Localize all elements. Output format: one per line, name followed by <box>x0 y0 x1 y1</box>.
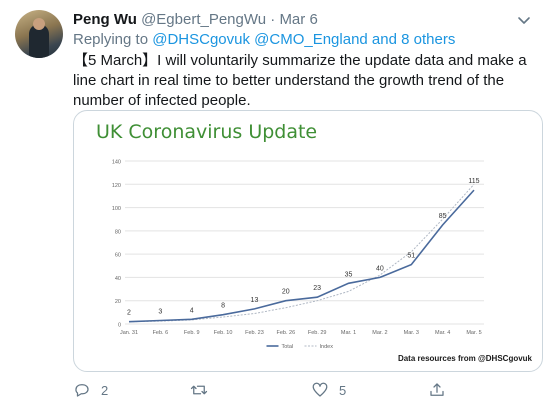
data-credit: Data resources from @DHSCgovuk <box>397 354 532 363</box>
reply-context: Replying to @DHSCgovuk @CMO_England and … <box>73 30 455 50</box>
retweet-icon <box>190 385 208 395</box>
y-tick-label: 0 <box>118 323 121 329</box>
data-label: 51 <box>407 253 415 260</box>
x-tick-label: Feb. 29 <box>308 330 327 336</box>
like-count: 5 <box>339 382 347 398</box>
y-tick-label: 40 <box>115 276 121 282</box>
retweet-button[interactable] <box>190 378 218 402</box>
chart-card[interactable]: UK Coronavirus Update 0 20 40 60 80 100 120 140… <box>73 110 543 372</box>
tweet-actions: 2 5 <box>73 378 543 402</box>
data-label: 8 <box>221 303 225 310</box>
data-label: 3 <box>158 309 162 316</box>
data-label: 115 <box>468 178 479 185</box>
chart-title: UK Coronavirus Update <box>96 121 318 143</box>
x-tick-label: Feb. 26 <box>276 330 295 336</box>
reply-count: 2 <box>101 382 109 398</box>
reply-handles-link[interactable]: @DHSCgovuk @CMO_England and 8 others <box>152 31 456 48</box>
reply-button[interactable]: 2 <box>73 378 108 402</box>
tweet-header: Peng Wu @Egbert_PengWu · Mar 6 <box>73 10 318 30</box>
y-tick-label: 140 <box>112 160 121 166</box>
legend-label-index: Index <box>320 344 334 350</box>
avatar-head <box>33 18 45 30</box>
x-tick-label: Feb. 23 <box>245 330 264 336</box>
x-tick-label: Feb. 9 <box>184 330 200 336</box>
heart-icon <box>312 382 328 397</box>
share-button[interactable] <box>428 378 446 402</box>
x-tick-label: Mar. 5 <box>466 330 481 336</box>
chevron-down-icon[interactable] <box>516 12 532 28</box>
data-label: 4 <box>190 307 194 314</box>
y-tick-label: 20 <box>115 299 121 305</box>
x-tick-label: Feb. 10 <box>214 330 233 336</box>
data-label: 35 <box>345 271 353 278</box>
display-name[interactable]: Peng Wu <box>73 11 137 28</box>
data-label: 85 <box>439 213 447 220</box>
user-handle[interactable]: @Egbert_PengWu <box>141 11 267 28</box>
x-tick-label: Mar. 1 <box>341 330 356 336</box>
y-tick-label: 60 <box>115 253 121 259</box>
x-tick-label: Feb. 6 <box>153 330 169 336</box>
avatar-figure <box>29 24 49 58</box>
share-icon <box>430 383 444 396</box>
line-chart: 0 20 40 60 80 100 120 140 Jan. 31 Feb. 6 Feb. 9 Feb… <box>112 160 484 350</box>
reply-icon <box>75 384 89 397</box>
data-label: 23 <box>313 285 321 292</box>
like-button[interactable]: 5 <box>311 378 346 402</box>
x-tick-label: Mar. 4 <box>435 330 450 336</box>
x-tick-label: Mar. 3 <box>404 330 419 336</box>
data-label: 13 <box>251 297 259 304</box>
avatar[interactable] <box>15 10 63 58</box>
legend-label-total: Total <box>282 344 294 350</box>
series-line-total <box>128 189 475 323</box>
data-label: 2 <box>127 310 131 317</box>
y-tick-label: 100 <box>112 206 121 212</box>
reply-prefix: Replying to <box>73 31 153 48</box>
y-tick-label: 120 <box>112 183 121 189</box>
tweet-text: 【5 March】I will voluntarily summarize th… <box>73 52 527 109</box>
x-tick-label: Mar. 2 <box>372 330 387 336</box>
y-tick-label: 80 <box>115 229 121 235</box>
data-label: 40 <box>376 265 384 272</box>
data-label: 20 <box>282 289 290 296</box>
tweet-date[interactable]: Mar 6 <box>279 11 318 28</box>
x-tick-label: Jan. 31 <box>120 330 138 336</box>
separator: · <box>266 11 280 28</box>
